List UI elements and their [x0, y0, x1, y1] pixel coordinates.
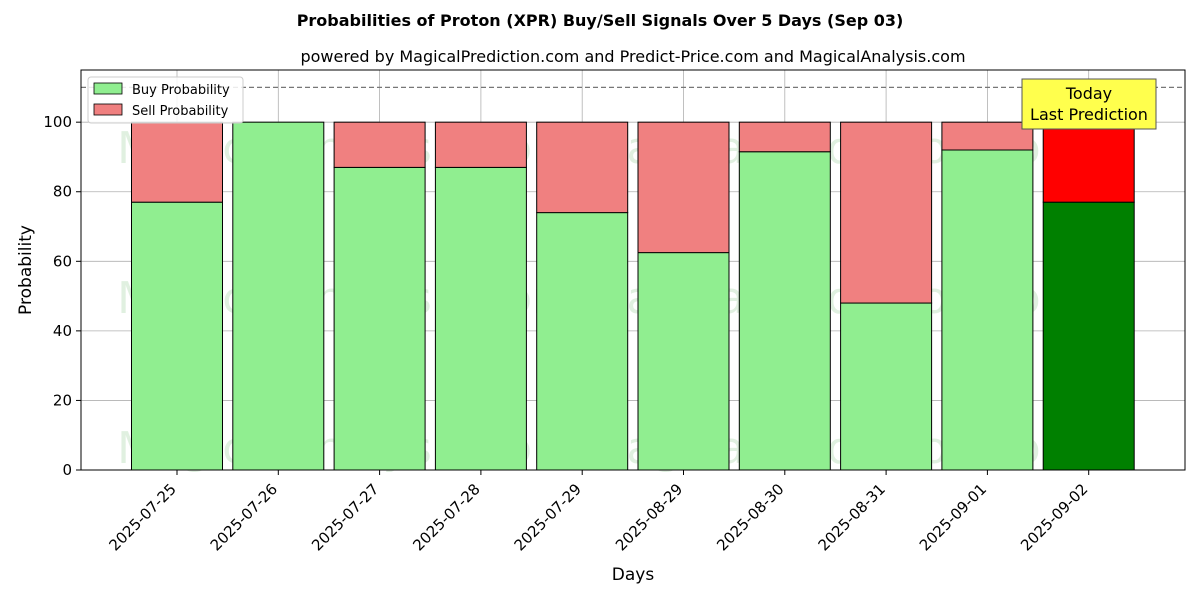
- chart-title: Probabilities of Proton (XPR) Buy/Sell S…: [297, 11, 904, 30]
- bar-sell: [637, 121, 730, 254]
- annotation-line-today: Today: [1065, 84, 1112, 103]
- legend-label-sell: Sell Probability: [132, 104, 229, 119]
- bar-buy: [637, 252, 730, 471]
- bar-sell: [738, 121, 831, 153]
- annotation-box: [1021, 78, 1157, 130]
- x-tick-label: 2025-07-26: [207, 480, 281, 554]
- y-tick-label: 20: [53, 391, 72, 409]
- y-axis-label: Probability: [16, 225, 36, 315]
- today-annotation: Today Last Prediction: [1021, 78, 1157, 130]
- bar-sell: [434, 121, 527, 168]
- x-tick-label: 2025-09-02: [1017, 480, 1091, 554]
- y-tick-label: 60: [53, 252, 72, 270]
- bar-sell: [536, 121, 629, 214]
- y-axis-ticks: 0 20 40 60 80 100: [43, 113, 81, 479]
- bar-sell: [840, 121, 933, 304]
- y-tick-label: 80: [53, 183, 72, 201]
- bar-layer: [131, 121, 1135, 471]
- x-tick-label: 2025-09-01: [916, 480, 990, 554]
- bar-buy: [1042, 201, 1135, 471]
- x-tick-label: 2025-07-29: [511, 480, 585, 554]
- x-tick-label: 2025-08-30: [713, 480, 787, 554]
- bar-sell: [1042, 121, 1135, 203]
- plot-frame: [80, 69, 1186, 471]
- legend-label-buy: Buy Probability: [132, 83, 230, 98]
- bar-buy: [840, 302, 933, 471]
- bar-buy: [232, 121, 325, 471]
- bar-buy: [536, 212, 629, 471]
- legend-swatch-buy: [93, 82, 123, 95]
- bar-buy: [131, 201, 223, 471]
- x-tick-label: 2025-08-29: [612, 480, 686, 554]
- bar-buy: [941, 149, 1034, 471]
- bar-sell: [941, 121, 1034, 151]
- bar-buy: [434, 166, 527, 471]
- legend: Buy Probability Sell Probability: [87, 76, 244, 124]
- y-tick-label: 0: [62, 461, 72, 479]
- annotation-line-last-prediction: Last Prediction: [1030, 105, 1148, 124]
- legend-box: [87, 76, 244, 124]
- bar-sell: [333, 121, 426, 168]
- legend-swatch-sell: [93, 103, 123, 116]
- x-axis-ticks: 2025-07-25 2025-07-26 2025-07-27 2025-07-28…: [105, 470, 1092, 554]
- bar-sell: [131, 121, 223, 203]
- y-tick-label: 40: [53, 322, 72, 340]
- x-tick-label: 2025-07-27: [308, 480, 382, 554]
- bar-buy: [333, 166, 426, 471]
- x-axis-label: Days: [612, 565, 655, 585]
- x-tick-label: 2025-08-31: [815, 480, 889, 554]
- bar-buy: [738, 151, 831, 471]
- chart-subtitle: powered by MagicalPrediction.com and Pre…: [300, 47, 965, 66]
- x-tick-label: 2025-07-25: [105, 480, 179, 554]
- y-tick-label: 100: [43, 113, 72, 131]
- x-tick-label: 2025-07-28: [409, 480, 483, 554]
